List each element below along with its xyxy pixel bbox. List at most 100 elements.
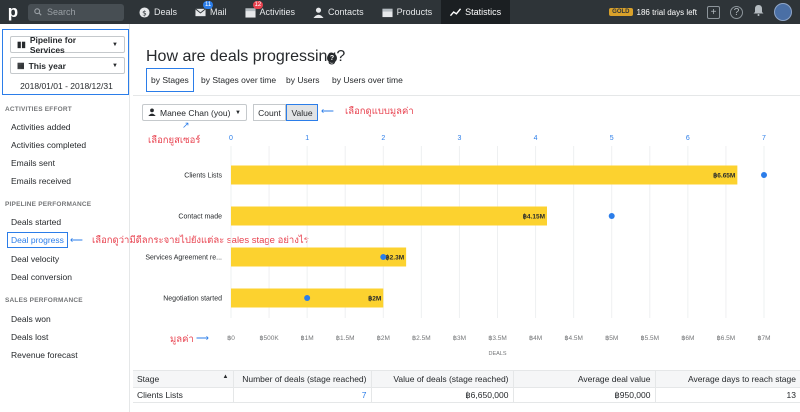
sidebar-item-activities-completed[interactable]: Activities completed	[11, 140, 87, 150]
bottom-axis-tick-label: ฿7M	[757, 334, 770, 342]
dollar-icon: $	[139, 6, 150, 18]
user-select-value: Manee Chan (you)	[160, 107, 231, 118]
sidebar-item-deals-won[interactable]: Deals won	[11, 314, 51, 324]
tab-by-users[interactable]: by Users	[286, 75, 320, 85]
nav-activities[interactable]: 12 Activities	[236, 0, 305, 24]
nav-mail[interactable]: 11 Mail	[186, 0, 236, 24]
nav-deals[interactable]: $ Deals	[130, 0, 186, 24]
bar-value-label: ฿2M	[368, 295, 381, 303]
report-sidebar: ▮▮ Pipeline for Services ▼ ▦ This year ▼…	[0, 24, 130, 412]
activities-badge: 12	[252, 1, 264, 9]
table-header-average[interactable]: Average deal value	[513, 370, 656, 388]
table-cell-average: ฿950,000	[513, 387, 656, 403]
sidebar-item-revenue-forecast[interactable]: Revenue forecast	[11, 350, 78, 360]
nav-mail-label: Mail	[210, 7, 227, 17]
nav-contacts-label: Contacts	[328, 7, 364, 17]
category-label: Clients Lists	[184, 173, 222, 180]
bottom-axis-tick-label: ฿5.5M	[640, 334, 659, 342]
period-select[interactable]: ▦ This year ▼	[10, 57, 125, 74]
value-toggle[interactable]: Value	[286, 104, 318, 121]
deal-count-dot	[304, 295, 311, 301]
table-header-value[interactable]: Value of deals (stage reached)	[371, 370, 514, 388]
bar-value-label: ฿4.15M	[523, 213, 545, 221]
bar	[231, 165, 738, 185]
pipeline-select[interactable]: ▮▮ Pipeline for Services ▼	[10, 35, 125, 55]
table-header-number[interactable]: Number of deals (stage reached)	[233, 370, 372, 388]
user-select[interactable]: Manee Chan (you) ▼	[142, 104, 247, 121]
question-icon[interactable]: ?	[327, 53, 337, 63]
sidebar-item-deals-started[interactable]: Deals started	[11, 217, 62, 227]
bottom-axis-tick-label: ฿2M	[377, 334, 390, 342]
top-axis-tick-label: 5	[610, 135, 614, 142]
sidebar-item-deal-progress[interactable]: Deal progress	[7, 232, 68, 248]
sidebar-item-activities-added[interactable]: Activities added	[11, 122, 71, 132]
count-toggle[interactable]: Count	[253, 104, 286, 121]
sidebar-item-emails-sent[interactable]: Emails sent	[11, 158, 55, 168]
mail-badge: 11	[203, 1, 214, 9]
help-icon[interactable]: ?	[730, 5, 743, 19]
bottom-axis-tick-label: ฿6M	[681, 334, 694, 342]
date-range: 2018/01/01 - 2018/12/31	[20, 81, 113, 91]
bottom-axis-tick-label: ฿1M	[301, 334, 314, 342]
annotation-deal-progress: เลือกดูว่ามีดีลกระจายไปยังแต่ละ sales st…	[92, 235, 309, 246]
user-avatar[interactable]	[774, 3, 792, 21]
nav-products[interactable]: Products	[373, 0, 442, 24]
deal-count-dot	[380, 254, 387, 260]
stage-table: Stage ▲ Number of deals (stage reached) V…	[133, 370, 800, 403]
section-title-sales: SALES PERFORMANCE	[5, 297, 83, 304]
table-cell-number[interactable]: 7	[233, 387, 372, 403]
bottom-axis-tick-label: ฿3.5M	[488, 334, 507, 342]
tab-by-users-over-time[interactable]: by Users over time	[332, 75, 403, 85]
sidebar-item-deal-velocity[interactable]: Deal velocity	[11, 254, 60, 264]
bell-icon[interactable]	[753, 3, 764, 21]
sidebar-item-emails-received[interactable]: Emails received	[11, 176, 71, 186]
annotation-value-axis: มูลค่า	[170, 334, 194, 345]
bottom-axis-tick-label: ฿5M	[605, 334, 618, 342]
sidebar-item-deals-lost[interactable]: Deals lost	[11, 332, 49, 342]
bottom-axis-tick-label: ฿2.5M	[412, 334, 431, 342]
table-row: Clients Lists 7 ฿6,650,000 ฿950,000 13	[133, 387, 800, 403]
page-title: How are deals progressing?	[146, 48, 346, 65]
arrow-right-icon: ⟶	[196, 333, 209, 343]
x-axis-title: DEALS	[488, 351, 506, 357]
bottom-axis-tick-label: ฿6.5M	[717, 334, 736, 342]
calendar-icon: ▦	[17, 61, 25, 70]
deal-count-dot	[761, 172, 767, 178]
top-axis-tick-label: 2	[381, 135, 385, 142]
tab-by-stages[interactable]: by Stages	[146, 68, 194, 92]
search-icon	[34, 8, 42, 16]
add-icon[interactable]: +	[707, 5, 720, 19]
top-axis-tick-label: 4	[534, 135, 538, 142]
chevron-down-icon: ▼	[112, 41, 118, 48]
bar-value-label: ฿2.3M	[386, 254, 405, 262]
top-navigation-bar: p Search $ Deals 11 Mail 12 Activities C…	[0, 0, 800, 24]
sort-up-icon: ▲	[222, 374, 229, 380]
table-header-days[interactable]: Average days to reach stage	[655, 370, 800, 388]
app-logo[interactable]: p	[7, 2, 19, 21]
nav-statistics[interactable]: Statistics	[441, 0, 511, 24]
trial-days-text[interactable]: 186 trial days left	[636, 7, 697, 17]
search-input[interactable]: Search	[28, 3, 124, 21]
bottom-axis-tick-label: ฿0	[227, 334, 235, 342]
chart-line-icon	[450, 7, 462, 18]
tab-by-stages-over-time[interactable]: by Stages over time	[201, 75, 277, 85]
plan-badge: GOLD	[609, 8, 633, 16]
table-cell-stage: Clients Lists	[133, 387, 234, 403]
sidebar-item-deal-conversion[interactable]: Deal conversion	[11, 272, 72, 282]
section-title-pipeline: PIPELINE PERFORMANCE	[5, 201, 92, 208]
annotation-select-user: เลือกยูสเซอร์	[148, 135, 201, 146]
arrow-left-icon: ⟵	[70, 235, 83, 245]
annotation-value-view: เลือกดูแบบมูลค่า	[345, 106, 414, 117]
table-cell-days: 13	[655, 387, 800, 403]
table-header-stage[interactable]: Stage ▲	[133, 370, 234, 388]
top-axis-tick-label: 6	[686, 135, 690, 142]
search-placeholder: Search	[47, 7, 76, 17]
filter-panel: ▮▮ Pipeline for Services ▼ ▦ This year ▼…	[2, 29, 129, 95]
bottom-axis-tick-label: ฿500K	[259, 334, 279, 342]
bottom-axis-tick-label: ฿4.5M	[564, 334, 583, 342]
nav-contacts[interactable]: Contacts	[304, 0, 373, 24]
section-title-activities: ACTIVITIES EFFORT	[5, 106, 72, 113]
bottom-axis-tick-label: ฿4M	[529, 334, 542, 342]
chevron-down-icon: ▼	[112, 62, 118, 69]
box-icon	[382, 7, 393, 18]
